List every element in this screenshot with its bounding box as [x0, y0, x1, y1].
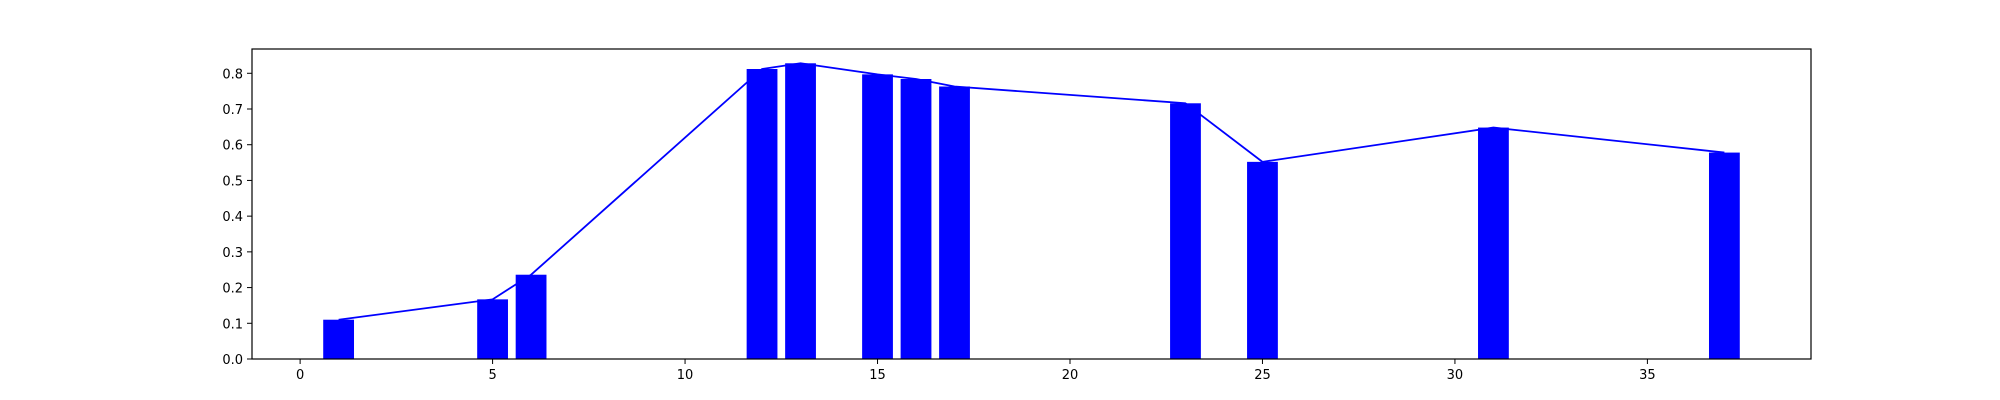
x-tick-label-10: 10 [677, 368, 694, 383]
x-tick-label-15: 15 [869, 368, 886, 383]
line-layer [338, 62, 1725, 321]
bar-13 [785, 63, 816, 360]
y-tick-label-0.8: 0.8 [222, 67, 243, 82]
x-tick-label-5: 5 [488, 368, 496, 383]
axes-layer: 0 5 10 15 20 25 30 35 0.0 0.1 0.2 0.3 0.4 0.5 0.6 0.7 0.… [222, 48, 1812, 383]
y-tick-label-0.6: 0.6 [222, 139, 243, 154]
bar-12 [746, 69, 778, 359]
x-tick-label-30: 30 [1447, 368, 1464, 383]
bar-5 [477, 299, 508, 359]
x-tick-label-0: 0 [296, 368, 304, 383]
y-tick-label-0.7: 0.7 [222, 103, 243, 118]
x-tick-label-35: 35 [1639, 368, 1656, 383]
bar-25 [1247, 161, 1278, 359]
x-tick-label-25: 25 [1254, 368, 1271, 383]
bars-layer [323, 63, 1740, 360]
axes-frame [251, 48, 1812, 360]
bar-17 [939, 86, 970, 359]
y-tick-label-0.2: 0.2 [222, 282, 243, 297]
bar-16 [900, 79, 932, 359]
line-series [338, 62, 1725, 321]
y-tick-label-0.3: 0.3 [222, 246, 243, 261]
bar-23 [1170, 103, 1201, 360]
bar-37 [1708, 152, 1740, 359]
bar-15 [862, 74, 893, 359]
bar-1 [323, 319, 355, 359]
y-tick-label-0.4: 0.4 [222, 210, 243, 225]
y-tick-label-0.5: 0.5 [222, 174, 243, 189]
y-tick-label-0.1: 0.1 [222, 317, 243, 332]
bar-31 [1478, 127, 1509, 359]
bar-6 [515, 274, 547, 359]
y-tick-label-0.0: 0.0 [222, 353, 243, 368]
x-tick-label-20: 20 [1062, 368, 1079, 383]
